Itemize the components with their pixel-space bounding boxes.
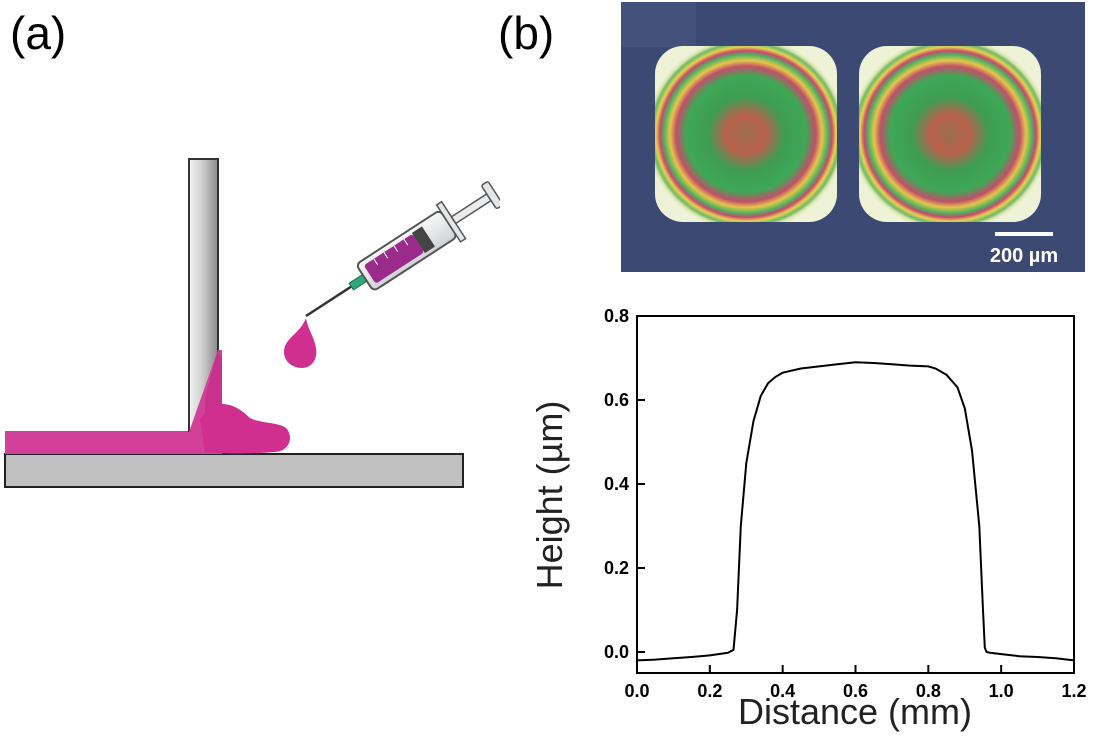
y-axis-label: Height (µm): [529, 401, 570, 590]
scale-bar-label: 200 µm: [990, 245, 1058, 267]
y-tick-label: 0.2: [604, 558, 629, 578]
x-tick-label: 0.0: [624, 681, 649, 701]
y-tick-label: 0.0: [604, 642, 629, 662]
x-tick-label: 0.4: [770, 681, 795, 701]
panel-b-label: (b): [498, 7, 555, 59]
x-tick-label: 1.2: [1061, 681, 1086, 701]
plot-frame: [636, 315, 1075, 674]
x-tick-label: 1.0: [989, 681, 1014, 701]
x-axis-label: Distance (mm): [738, 691, 972, 732]
printed-square-left: [655, 46, 837, 222]
y-tick-label: 0.8: [604, 306, 629, 326]
printed-square-right: [859, 46, 1041, 222]
y-tick-label: 0.4: [604, 474, 629, 494]
ink-film: [5, 431, 195, 454]
x-tick-label: 0.8: [916, 681, 941, 701]
height-profile-line: [636, 361, 1075, 662]
x-tick-label: 0.2: [697, 681, 722, 701]
ink-blob: [200, 403, 290, 454]
scale-bar: [995, 232, 1053, 236]
x-tick-label: 0.6: [843, 681, 868, 701]
y-tick-label: 0.6: [604, 390, 629, 410]
height-profile-chart: 0.0 0.2 0.4 0.6 0.8 1.0 1.2 0.0 0.2 0.4 0.6 0.8 Di…: [529, 306, 1087, 732]
substrate: [4, 453, 464, 488]
panel-a-label: (a): [10, 7, 67, 59]
ink-droplet: [284, 318, 317, 368]
micrograph: 200 µm: [621, 2, 1085, 272]
panel-a-schematic: [4, 158, 500, 488]
syringe: [305, 181, 500, 318]
